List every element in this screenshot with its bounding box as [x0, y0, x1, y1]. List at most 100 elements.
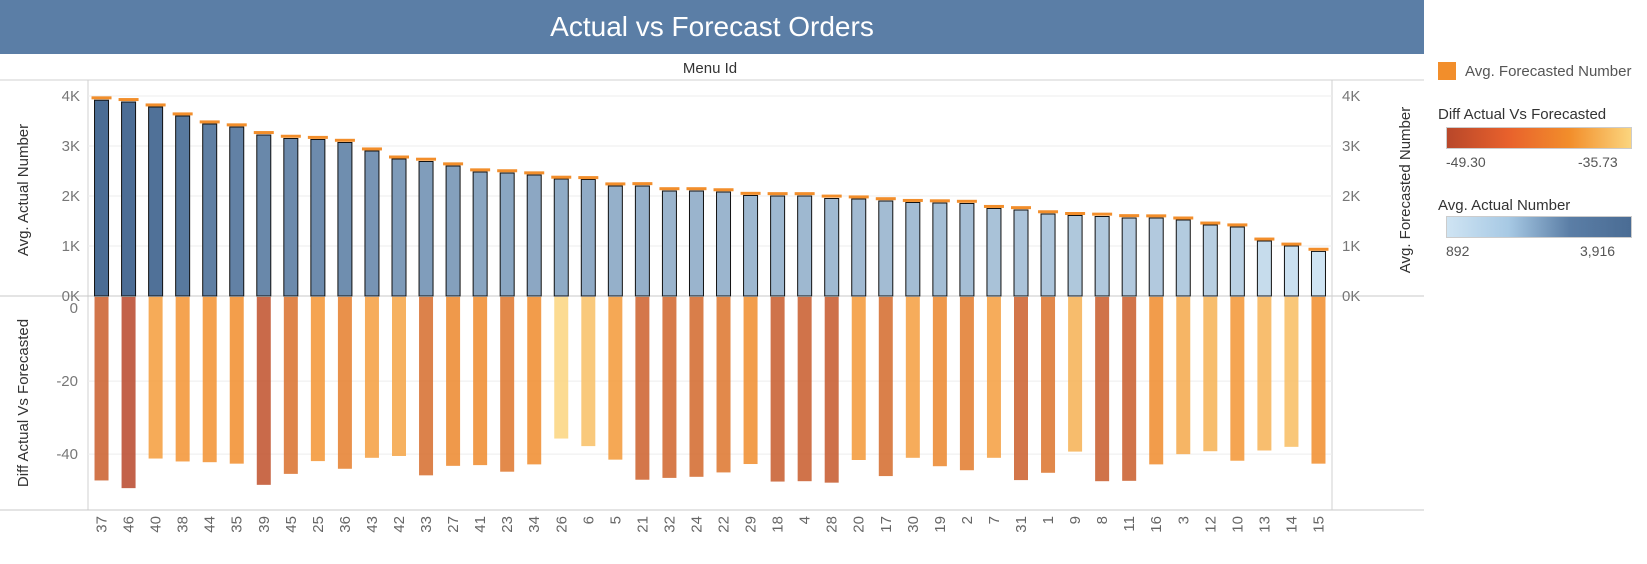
actual-bar — [797, 195, 813, 297]
actual-bar — [202, 123, 218, 297]
actual-bar — [526, 174, 542, 297]
diff-bar — [554, 297, 569, 439]
forecast-marker — [1254, 237, 1275, 241]
diff-bar — [337, 297, 352, 469]
forecast-marker — [1092, 212, 1113, 216]
forecast-marker — [1065, 212, 1086, 215]
diff-bar — [959, 297, 974, 471]
category-tick-label: 11 — [1121, 516, 1138, 532]
diff-bar — [256, 297, 271, 485]
category-tick-label: 3 — [1175, 516, 1192, 524]
forecast-marker — [578, 176, 599, 180]
actual-bar — [553, 178, 569, 297]
category-tick-label: 42 — [391, 516, 408, 533]
plot-frame — [87, 79, 1333, 511]
category-tick-label: 16 — [1148, 516, 1165, 533]
forecast-marker — [821, 194, 842, 198]
forecast-marker — [605, 182, 626, 186]
forecast-marker — [713, 188, 734, 192]
forecast-marker — [1146, 214, 1167, 218]
top-right-axis-title: Avg. Forecasted Number — [1397, 107, 1414, 273]
actual-bar — [688, 190, 704, 297]
legend-diff-max: -35.73 — [1578, 154, 1618, 170]
top-right-tick-label: 3K — [1342, 138, 1360, 155]
actual-bar — [1067, 215, 1083, 297]
diff-bar — [1203, 297, 1218, 452]
top-left-tick-label: 2K — [62, 188, 80, 205]
actual-bar — [1148, 217, 1164, 297]
diff-bar — [1149, 297, 1164, 465]
actual-bar — [580, 179, 596, 297]
actual-bar — [1121, 217, 1137, 297]
category-tick-label: 22 — [716, 516, 733, 533]
diff-bar — [1068, 297, 1083, 452]
actual-bar — [1283, 245, 1299, 297]
category-tick-label: 25 — [310, 516, 327, 533]
chart-title: Actual vs Forecast Orders — [0, 0, 1424, 54]
diff-bar — [94, 297, 109, 481]
legend-forecast-label: Avg. Forecasted Number — [1465, 62, 1632, 80]
forecast-marker — [1281, 242, 1302, 246]
diff-bar — [364, 297, 379, 458]
forecast-marker — [875, 197, 896, 201]
actual-bar — [472, 171, 488, 297]
diff-bar — [1311, 297, 1326, 464]
diff-bar — [689, 297, 704, 477]
forecast-marker — [361, 147, 382, 151]
actual-bar — [418, 161, 434, 297]
legend-diff-title: Diff Actual Vs Forecasted — [1438, 106, 1607, 123]
diff-bar — [229, 297, 244, 464]
legend-panel: Avg. Forecasted Number Diff Actual Vs Fo… — [1438, 0, 1647, 564]
actual-bar — [445, 165, 461, 297]
forecast-marker — [91, 96, 112, 100]
category-tick-label: 32 — [661, 516, 678, 533]
category-tick-label: 30 — [905, 516, 922, 533]
x-header-label: Menu Id — [683, 60, 737, 77]
diff-bar — [1176, 297, 1191, 455]
top-left-tick-label: 0K — [62, 288, 80, 305]
forecast-marker — [659, 187, 680, 191]
category-tick-label: 13 — [1256, 516, 1273, 533]
diff-bar — [527, 297, 542, 465]
diff-bar — [932, 297, 947, 467]
actual-bar — [607, 185, 623, 297]
actual-bar — [1229, 226, 1245, 297]
category-tick-label: 33 — [418, 516, 435, 533]
top-right-tick-label: 0K — [1342, 288, 1360, 305]
forecast-swatch-icon — [1438, 62, 1456, 80]
category-tick-label: 14 — [1283, 516, 1300, 533]
diff-bar — [581, 297, 596, 447]
actual-bar — [364, 150, 380, 297]
diff-bar — [1095, 297, 1110, 482]
category-tick-label: 34 — [526, 516, 543, 533]
forecast-marker — [416, 157, 437, 161]
forecast-marker — [172, 112, 193, 116]
forecast-marker — [794, 192, 815, 196]
forecast-marker — [1308, 247, 1329, 251]
top-left-tick-label: 1K — [62, 238, 80, 255]
diff-bar — [446, 297, 461, 466]
diff-bar — [905, 297, 920, 458]
category-tick-label: 23 — [499, 516, 516, 533]
category-tick-label: 26 — [553, 516, 570, 533]
forecast-marker — [632, 182, 653, 186]
diff-bar — [392, 297, 406, 456]
forecast-marker — [280, 134, 301, 138]
diff-bar — [1284, 297, 1299, 447]
diff-bar — [878, 297, 893, 477]
top-right-tick-label: 4K — [1342, 88, 1360, 105]
diff-bar — [824, 297, 839, 483]
category-tick-label: 40 — [148, 516, 165, 533]
category-tick-label: 45 — [283, 516, 300, 533]
actual-bar — [391, 158, 407, 297]
category-tick-label: 9 — [1067, 516, 1084, 524]
category-tick-label: 37 — [94, 516, 111, 533]
category-tick-label: 44 — [202, 516, 219, 533]
diff-bar — [1041, 297, 1056, 473]
diff-bar — [743, 297, 758, 465]
legend-forecast-item[interactable]: Avg. Forecasted Number — [1438, 62, 1631, 80]
category-tick-label: 43 — [364, 516, 381, 533]
actual-bar — [634, 185, 650, 297]
actual-bar — [1175, 219, 1191, 297]
forecast-marker — [307, 135, 328, 139]
